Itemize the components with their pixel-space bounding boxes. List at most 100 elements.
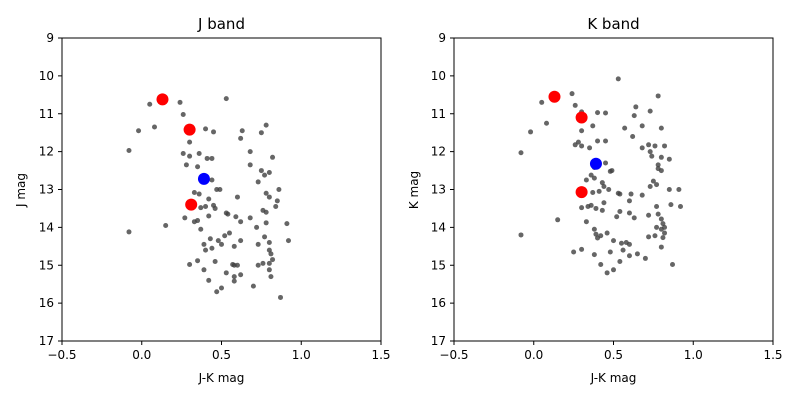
data-point <box>284 221 289 226</box>
data-point <box>267 170 272 175</box>
highlight-point <box>576 186 588 198</box>
data-point <box>197 151 202 156</box>
data-point <box>592 252 597 257</box>
data-point <box>209 246 214 251</box>
highlight-point <box>590 158 602 170</box>
data-point <box>622 126 627 131</box>
data-point <box>205 156 210 161</box>
y-tick-label: 11 <box>431 107 446 121</box>
data-point <box>621 248 626 253</box>
data-point <box>595 139 600 144</box>
data-point <box>219 242 224 247</box>
data-point <box>643 256 648 261</box>
data-point <box>601 200 606 205</box>
data-point <box>579 247 584 252</box>
data-point <box>662 143 667 148</box>
panel-j-band: J band J-K mag J mag −0.5 0.0 0.5 1.0 1.5 9 10… <box>14 15 391 385</box>
data-point <box>614 214 619 219</box>
data-point <box>248 162 253 167</box>
data-point <box>259 168 264 173</box>
data-point <box>262 234 267 239</box>
data-point <box>268 251 273 256</box>
data-point <box>201 267 206 272</box>
data-point <box>203 126 208 131</box>
data-point <box>608 249 613 254</box>
data-point <box>605 231 610 236</box>
data-point <box>276 187 281 192</box>
data-point <box>195 164 200 169</box>
data-point <box>232 244 237 249</box>
data-point <box>208 236 213 241</box>
data-point <box>617 209 622 214</box>
data-point <box>152 125 157 130</box>
data-point <box>595 110 600 115</box>
y-tick-label: 12 <box>39 145 54 159</box>
y-tick-label: 15 <box>39 258 54 272</box>
data-point <box>648 184 653 189</box>
data-point <box>630 134 635 139</box>
data-point <box>267 267 272 272</box>
data-point <box>584 219 589 224</box>
data-point <box>589 203 594 208</box>
x-tick-label: 0.0 <box>524 348 543 362</box>
highlight-point <box>185 199 197 211</box>
data-point <box>217 187 222 192</box>
data-point <box>209 178 214 183</box>
y-tick-label: 17 <box>431 334 446 348</box>
data-point <box>640 123 645 128</box>
data-point <box>181 151 186 156</box>
data-point <box>206 278 211 283</box>
data-point <box>126 229 131 234</box>
data-point <box>273 204 278 209</box>
data-point <box>214 289 219 294</box>
data-point <box>592 176 597 181</box>
data-point <box>659 155 664 160</box>
data-point <box>579 128 584 133</box>
highlight-point <box>198 173 210 185</box>
data-point <box>256 263 261 268</box>
y-tick-label: 9 <box>438 31 446 45</box>
data-point <box>222 233 227 238</box>
data-point <box>227 231 232 236</box>
data-point <box>590 123 595 128</box>
data-point <box>213 259 218 264</box>
data-point <box>659 217 664 222</box>
data-point <box>136 128 141 133</box>
data-point <box>206 196 211 201</box>
data-point <box>617 259 622 264</box>
data-point <box>660 235 665 240</box>
data-point <box>654 182 659 187</box>
data-point <box>238 136 243 141</box>
data-point <box>238 272 243 277</box>
data-point <box>570 91 575 96</box>
data-point <box>232 263 237 268</box>
x-axis-label: J-K mag <box>590 371 637 385</box>
data-point <box>209 156 214 161</box>
scatter-marks <box>518 76 683 275</box>
highlight-point <box>576 112 588 124</box>
data-point <box>225 212 230 217</box>
data-point <box>635 251 640 256</box>
y-tick-label: 13 <box>431 183 446 197</box>
data-point <box>518 150 523 155</box>
data-point <box>648 109 653 114</box>
data-point <box>240 128 245 133</box>
y-tick-label: 10 <box>431 69 446 83</box>
data-point <box>646 142 651 147</box>
data-point <box>264 220 269 225</box>
data-point <box>219 285 224 290</box>
highlight-point <box>184 124 196 136</box>
data-point <box>195 218 200 223</box>
data-point <box>254 225 259 230</box>
data-point <box>668 202 673 207</box>
chart-title: J band <box>197 15 245 33</box>
highlight-point <box>548 91 560 103</box>
x-tick-label: 1.5 <box>371 348 390 362</box>
y-tick-label: 14 <box>431 220 446 234</box>
data-point <box>238 238 243 243</box>
data-point <box>187 154 192 159</box>
chart-title: K band <box>587 15 639 33</box>
data-point <box>267 261 272 266</box>
data-point <box>656 212 661 217</box>
